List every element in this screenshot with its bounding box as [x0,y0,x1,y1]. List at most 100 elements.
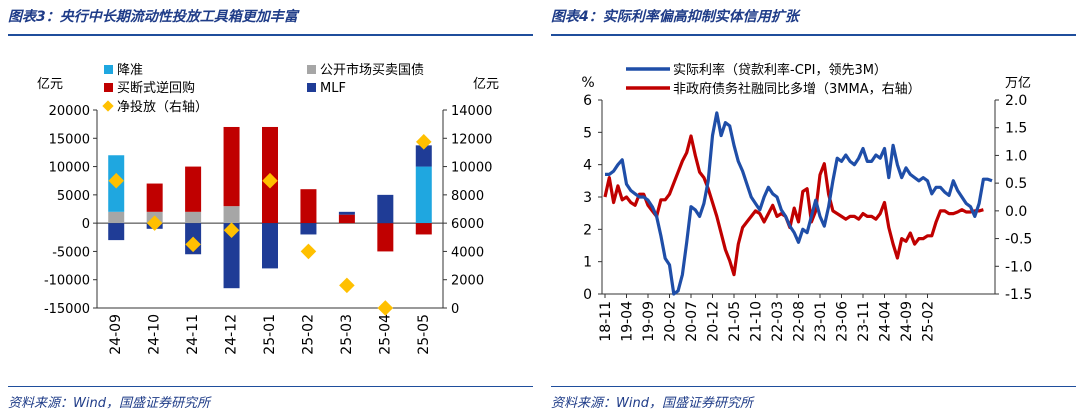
bar-jiangzhun [415,166,432,224]
legend-label-maiduan: 买断式逆回购 [117,80,195,96]
right-y-tick-label: 2 [583,222,592,238]
bar-maiduan [146,183,163,212]
net-injection-marker [108,172,125,189]
bar-mlf [108,223,125,241]
right-y-tick-label: 5 [583,125,592,141]
net-injection-marker [185,236,201,253]
bar-mlf [223,223,240,289]
left-y-tick-label: 15000 [49,132,90,147]
legend-swatch-jingtoufang [102,100,114,112]
left-legend: 降准 买断式逆回购 净投放（右轴） 公开市场买卖国债 MLF [102,62,424,115]
right-x-tick-label: 19-04 [620,301,636,342]
right-y-tick-label: 3 [583,190,592,206]
right-y-tick-label: 4 [583,158,592,174]
legend-label-mlf: MLF [320,81,346,96]
right-x-tick-label: 23-06 [835,301,851,342]
left-y2-tick-label: 6000 [451,217,484,232]
right-y2-tick-label: 0.0 [1005,204,1027,220]
left-y2-tick-label: 14000 [451,104,492,119]
legend-swatch-mlf [307,83,316,92]
bar-maiduan [377,223,394,252]
right-x-tick-label: 23-01 [813,301,829,342]
series-line-nongov-credit [603,134,984,277]
left-y-tick-label: 10000 [49,161,90,176]
left-x-tick-label: 25-04 [377,314,393,355]
bar-mlf [338,211,355,215]
left-y-tick-label: 20000 [49,104,90,119]
bar-maiduan [223,126,240,207]
right-x-tick-label: 21-05 [727,301,743,342]
left-y2-tick-label: 10000 [451,161,492,176]
legend-label-gongkai: 公开市场买卖国债 [320,62,424,78]
left-x-tick-label: 25-03 [339,314,355,355]
right-y2-tick-label: -1.5 [1005,287,1032,303]
legend-label-jingtoufang: 净投放（右轴） [117,99,208,115]
right-y-tick-label: 0 [583,287,592,303]
left-y2-tick-label: 8000 [451,189,484,204]
right-chart-source: 资料来源：Wind，国盛证券研究所 [551,396,753,411]
right-legend: 实际利率（贷款利率-CPI，领先3M） 非政府债务社融同比多增（3MMA，右轴） [626,62,921,97]
right-y2-tick-label: -1.0 [1005,259,1032,275]
left-x-tick-label: 24-09 [108,314,124,355]
bar-maiduan [415,223,432,235]
bar-gongkai [108,211,125,224]
left-title-rule [8,34,533,36]
left-chart-source: 资料来源：Wind，国盛证券研究所 [8,396,210,411]
right-x-tick-label: 22-08 [792,301,808,342]
right-y2-tick-label: -0.5 [1005,232,1032,248]
right-x-tick-label: 18-11 [598,301,614,342]
right-x-tick-label: 19-09 [641,301,657,342]
legend-swatch-maiduan [104,83,113,92]
left-x-tick-label: 24-11 [185,314,201,355]
left-y2-unit: 亿元 [473,77,499,92]
right-x-tick-label: 21-10 [749,301,765,342]
bar-gongkai [185,211,202,224]
right-chart: % 万亿 实际利率（贷款利率-CPI，领先3M） 非政府债务社融同比多增（3MM… [581,62,1032,342]
right-x-tick-label: 22-03 [770,301,786,342]
right-y2-tick-label: 2.0 [1005,93,1027,109]
left-y2-tick-label: 4000 [451,245,484,260]
left-y-tick-label: 0 [82,217,90,232]
right-y2-tick-label: 1.5 [1005,121,1027,137]
left-x-tick-label: 25-02 [300,314,316,355]
bar-mlf [415,145,432,167]
right-y-tick-label: 6 [583,93,592,109]
bar-maiduan [338,214,355,224]
right-source-rule [551,386,1076,387]
legend-swatch-jiangzhun [104,65,113,74]
right-chart-title: 图表4：实际利率偏高抑制实体信用扩张 [551,9,799,25]
bar-gongkai [223,206,240,224]
right-x-tick-label: 23-11 [856,301,872,342]
left-y-tick-label: -15000 [44,302,90,317]
right-y2-tick-label: 1.0 [1005,148,1027,164]
bar-maiduan [300,189,317,224]
left-y2-tick-label: 12000 [451,132,492,147]
left-source-rule [8,386,533,387]
right-y-unit: % [581,75,594,91]
legend-label-s2: 非政府债务社融同比多增（3MMA，右轴） [673,81,921,97]
net-injection-marker [300,243,317,260]
right-x-tick-label: 20-12 [706,301,722,342]
left-y-unit: 亿元 [37,77,63,92]
right-x-tick-label: 25-02 [921,301,937,342]
left-y-tick-label: -5000 [52,245,90,260]
left-y2-tick-label: 2000 [451,274,484,289]
left-chart-title: 图表3：央行中长期流动性投放工具箱更加丰富 [8,9,298,25]
left-chart: 亿元 亿元 降准 买断式逆回购 净投放（右轴） 公开市场买卖国债 MLF -15… [37,62,499,355]
right-title-rule [551,34,1076,36]
legend-swatch-gongkai [307,65,316,74]
left-y2-tick-label: 0 [451,302,459,317]
legend-label-jiangzhun: 降准 [117,63,143,78]
right-y-tick-label: 1 [583,255,592,271]
legend-label-s1: 实际利率（贷款利率-CPI，领先3M） [673,62,887,78]
bar-maiduan [185,166,202,212]
series-line-real-rate [605,111,993,296]
net-injection-marker [377,300,394,316]
right-x-tick-label: 20-07 [684,301,700,342]
right-y2-tick-label: 0.5 [1005,176,1027,192]
bar-mlf [262,223,278,269]
net-injection-marker [146,215,163,231]
right-x-tick-label: 20-02 [663,301,679,342]
net-injection-marker [262,172,278,189]
right-y2-unit: 万亿 [1005,76,1031,91]
